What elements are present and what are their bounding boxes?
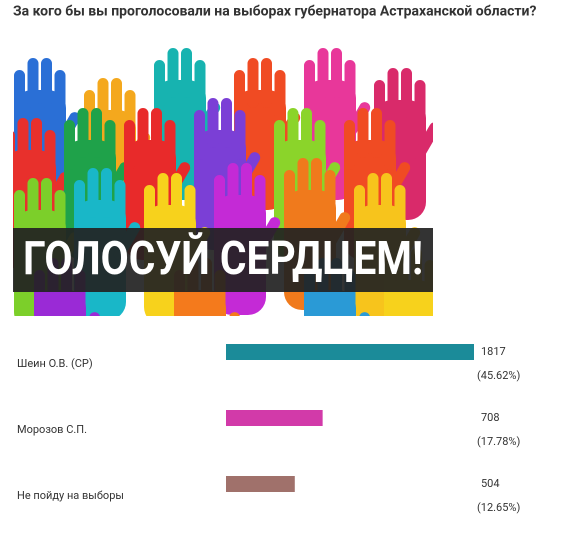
glove-finger [344, 120, 355, 170]
glove-finger [137, 108, 149, 158]
vote-count: 708 [481, 411, 500, 424]
vote-count: 504 [481, 477, 500, 490]
option-name: Не пойду на выборы [17, 489, 124, 502]
glove-finger [181, 48, 192, 98]
glove-finger [234, 110, 246, 160]
glove-finger [354, 185, 365, 235]
glove-finger [167, 48, 179, 98]
glove-finger [77, 108, 89, 158]
glove-finger [381, 173, 392, 223]
glove-finger [17, 118, 29, 168]
glove-finger [157, 173, 169, 223]
glove-finger [261, 58, 272, 108]
glove-finger [241, 163, 252, 213]
result-bar [226, 476, 295, 492]
poll-image: ГОЛОСУЙ СЕРДЦЕМ! [13, 42, 433, 316]
glove-finger [74, 180, 85, 230]
glove-finger [401, 68, 412, 118]
glove-finger [101, 168, 112, 218]
result-bar [226, 410, 323, 426]
glove-finger [91, 108, 102, 158]
vote-percent: (17.78%) [477, 435, 520, 448]
option-name: Шеин О.В. (СР) [17, 357, 93, 370]
glove-finger [41, 58, 52, 108]
glove-finger [254, 175, 266, 225]
glove-finger [214, 175, 225, 225]
glove-finger [41, 178, 52, 228]
glove-finger [371, 108, 382, 158]
result-bar [226, 344, 474, 360]
glove-finger [14, 190, 25, 240]
vote-percent: (45.62%) [477, 369, 520, 382]
glove-palm [174, 290, 226, 316]
glove-finger [311, 158, 322, 208]
glove-finger [13, 131, 15, 179]
glove-finger [344, 60, 356, 110]
glove-finger [287, 108, 299, 158]
glove-finger [64, 120, 75, 170]
glove-finger [144, 185, 155, 235]
glove-finger [227, 163, 239, 213]
glove-finger [44, 130, 56, 180]
glove-finger [114, 180, 126, 230]
glove-finger [304, 60, 315, 110]
poll-title: За кого бы вы проголосовали на выборах г… [13, 4, 536, 20]
glove-finger [207, 98, 219, 148]
glove-finger [314, 120, 326, 170]
glove-finger [104, 120, 116, 170]
glove-finger [357, 108, 369, 158]
glove-finger [414, 80, 426, 130]
glove-finger [247, 58, 259, 108]
glove-finger [331, 48, 342, 98]
glove-finger [284, 170, 295, 220]
glove-finger [87, 168, 99, 218]
glove-finger [324, 170, 336, 220]
glove-palm [34, 290, 86, 316]
banner-text: ГОЛОСУЙ СЕРДЦЕМ! [23, 232, 423, 286]
banner-band [13, 228, 433, 292]
glove-finger [194, 110, 205, 160]
glove-finger [54, 70, 66, 120]
glove-finger [384, 120, 396, 170]
glove-finger [274, 120, 285, 170]
glove-palm [304, 290, 356, 316]
glove-finger [367, 173, 379, 223]
glove-finger [124, 120, 135, 170]
glove-finger [297, 158, 309, 208]
glove-finger [184, 185, 196, 235]
glove-finger [194, 60, 206, 110]
glove-finger [171, 173, 182, 223]
glove-finger [151, 108, 162, 158]
glove-finger [394, 185, 406, 235]
glove-finger [387, 68, 399, 118]
glove-thumb [73, 312, 101, 316]
glove-finger [234, 70, 245, 120]
glove-finger [301, 108, 312, 158]
vote-percent: (12.65%) [477, 501, 520, 514]
glove-finger [221, 98, 232, 148]
glove-finger [164, 120, 176, 170]
glove-finger [111, 78, 122, 128]
option-name: Морозов С.П. [17, 423, 87, 436]
glove-finger [27, 58, 39, 108]
glove-finger [27, 178, 39, 228]
glove-thumb [413, 122, 433, 161]
glove-finger [154, 60, 165, 110]
glove-finger [274, 70, 286, 120]
glove-finger [31, 118, 42, 168]
glove-finger [54, 190, 66, 240]
glove-finger [14, 70, 25, 120]
glove-finger [317, 48, 329, 98]
vote-count: 1817 [481, 345, 506, 358]
